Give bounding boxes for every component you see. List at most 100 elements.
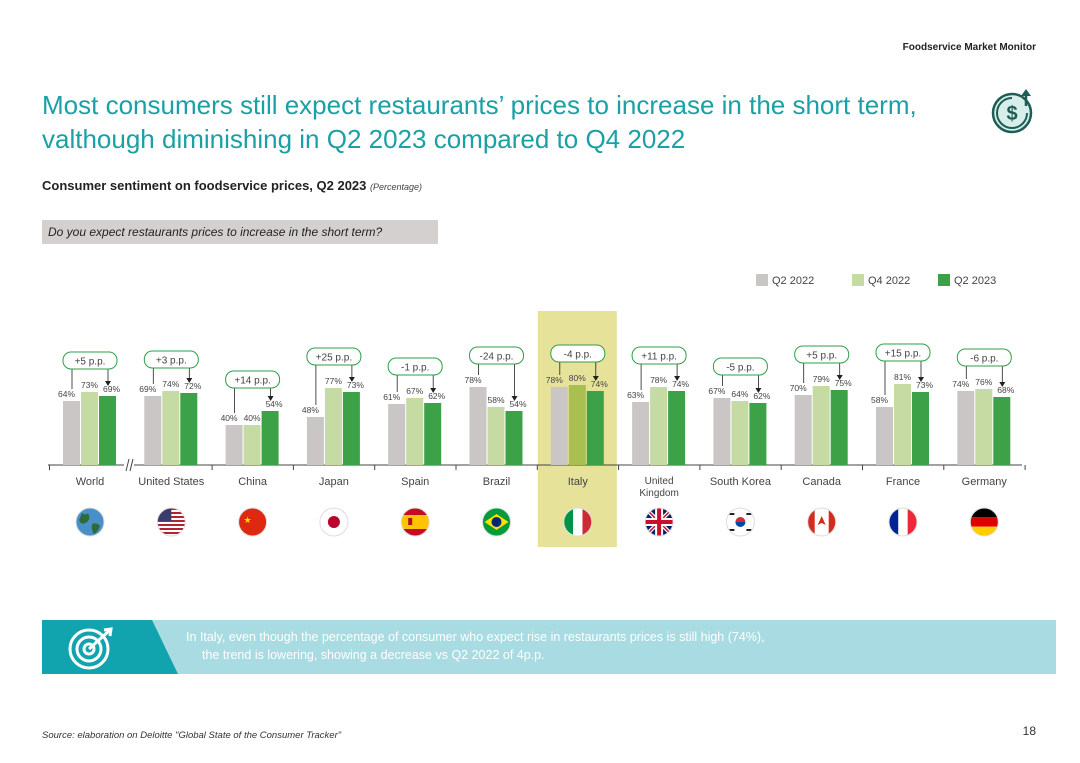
data-label-south-korea-q2-2022: 67%: [708, 386, 725, 396]
change-arrow-head: [999, 382, 1006, 387]
bar-italy-q4-2022: [568, 385, 586, 465]
change-bubble-france: [875, 343, 931, 362]
bar-south-korea-q4-2022: [731, 401, 749, 465]
bar-spain-q2-2023: [424, 403, 442, 465]
change-arrow-head: [105, 381, 111, 386]
callout-text: In Italy, even though the percentage of …: [186, 628, 926, 664]
chart-subtitle: Consumer sentiment on foodservice prices…: [42, 178, 422, 193]
category-label-united-kingdom: United: [645, 476, 674, 487]
change-label-canada: +5 p.p.: [806, 351, 837, 362]
data-label-united-states-q4-2022: 74%: [162, 379, 179, 389]
flag-canada-icon: [807, 507, 837, 537]
data-label-france-q4-2022: 81%: [894, 372, 911, 382]
legend-swatch-q2-2022: [756, 274, 768, 286]
flag-south-korea-icon: [725, 507, 755, 537]
bar-brazil-q2-2023: [505, 411, 523, 465]
chart-subtitle-main: Consumer sentiment on foodservice prices…: [42, 178, 367, 193]
change-bubble-spain: [387, 357, 443, 376]
data-label-china-q2-2022: 40%: [221, 413, 238, 423]
change-arrow-head: [511, 396, 518, 401]
data-label-united-states-q2-2023: 72%: [184, 381, 201, 391]
legend-label-q4-2022: Q4 2022: [868, 275, 911, 287]
change-bubble-italy: [550, 344, 606, 363]
bar-china-q2-2022: [225, 425, 243, 465]
bar-canada-q2-2023: [830, 390, 848, 465]
category-label-italy: Italy: [568, 476, 589, 488]
data-label-south-korea-q2-2023: 62%: [753, 391, 770, 401]
category-label-france: France: [886, 476, 920, 488]
data-label-canada-q2-2023: 75%: [835, 378, 852, 388]
change-label-world: +5 p.p.: [75, 357, 106, 368]
bar-france-q4-2022: [894, 384, 911, 465]
category-label-united-states: United States: [138, 476, 205, 488]
category-label-united-kingdom: Kingdom: [639, 488, 678, 499]
dollar-up-arrow-icon: $: [991, 89, 1033, 134]
legend-item-q2-2023: Q2 2023: [938, 274, 996, 287]
bar-united-kingdom-q4-2022: [650, 387, 668, 465]
change-arrow-head: [430, 388, 437, 393]
category-label-china: China: [238, 476, 268, 488]
category-label-germany: Germany: [962, 476, 1008, 488]
bar-world-q4-2022: [81, 392, 98, 465]
change-bubble-brazil: [469, 346, 524, 365]
change-label-italy: -4 p.p.: [564, 350, 592, 361]
flag-united-kingdom-icon: [644, 507, 674, 537]
change-bubble-world: [62, 351, 118, 370]
chart-subtitle-unit: (Percentage): [370, 182, 423, 192]
data-label-united-states-q2-2022: 69%: [139, 384, 156, 394]
change-label-south-korea: -5 p.p.: [726, 363, 754, 374]
change-label-brazil: -24 p.p.: [480, 352, 514, 363]
source-note: Source: elaboration on Deloitte "Global …: [42, 730, 342, 741]
callout-line-1: In Italy, even though the percentage of …: [186, 630, 765, 644]
change-bubble-south-korea: [712, 357, 768, 376]
data-label-south-korea-q4-2022: 64%: [731, 389, 748, 399]
category-label-south-korea: South Korea: [710, 476, 772, 488]
data-label-japan-q2-2022: 48%: [302, 405, 319, 415]
category-label-canada: Canada: [802, 476, 841, 488]
svg-text:$: $: [1006, 103, 1017, 125]
bar-germany-q4-2022: [975, 389, 993, 465]
data-label-world-q2-2023: 69%: [103, 384, 120, 394]
change-arrow-head: [836, 375, 843, 380]
data-label-germany-q4-2022: 76%: [975, 377, 992, 387]
svg-text:★: ★: [244, 516, 252, 526]
change-bubble-united-kingdom: [631, 346, 687, 365]
bar-united-kingdom-q2-2022: [632, 402, 650, 465]
flag-china-icon: ★: [238, 507, 268, 537]
change-bubble-canada: [794, 345, 850, 364]
bar-france-q2-2022: [876, 407, 893, 465]
flag-united-states-icon: [156, 507, 186, 537]
change-label-china: +14 p.p.: [234, 376, 270, 387]
change-arrow-head: [186, 378, 193, 383]
change-arrow-head: [674, 376, 681, 381]
bar-canada-q2-2022: [794, 395, 812, 465]
flag-spain-icon: [400, 507, 430, 537]
bar-world-q2-2022: [63, 401, 80, 465]
category-label-japan: Japan: [319, 476, 349, 488]
data-label-italy-q4-2022: 80%: [569, 373, 586, 383]
change-label-germany: -6 p.p.: [970, 354, 998, 365]
bar-brazil-q2-2022: [469, 387, 487, 465]
bar-spain-q2-2022: [388, 404, 406, 465]
bar-spain-q4-2022: [406, 398, 424, 465]
data-label-china-q2-2023: 54%: [266, 399, 283, 409]
bar-france-q2-2023: [912, 392, 929, 465]
axis-break-mark: [129, 458, 134, 472]
data-label-canada-q4-2022: 79%: [813, 374, 830, 384]
data-label-brazil-q4-2022: 58%: [487, 395, 504, 405]
bar-japan-q4-2022: [324, 388, 342, 465]
data-label-france-q2-2023: 73%: [916, 380, 933, 390]
change-bubble-germany: [956, 348, 1012, 367]
bar-south-korea-q2-2023: [749, 403, 767, 465]
data-label-spain-q4-2022: 67%: [406, 386, 423, 396]
globe-icon: [75, 507, 105, 537]
survey-question: Do you expect restaurants prices to incr…: [42, 220, 438, 244]
data-label-brazil-q2-2022: 78%: [464, 375, 481, 385]
axis-break-gap: [124, 459, 134, 471]
data-label-spain-q2-2023: 62%: [428, 391, 445, 401]
bar-united-states-q2-2023: [180, 393, 198, 465]
change-label-spain: -1 p.p.: [401, 363, 429, 374]
data-label-spain-q2-2022: 61%: [383, 392, 400, 402]
data-label-canada-q2-2022: 70%: [790, 383, 807, 393]
